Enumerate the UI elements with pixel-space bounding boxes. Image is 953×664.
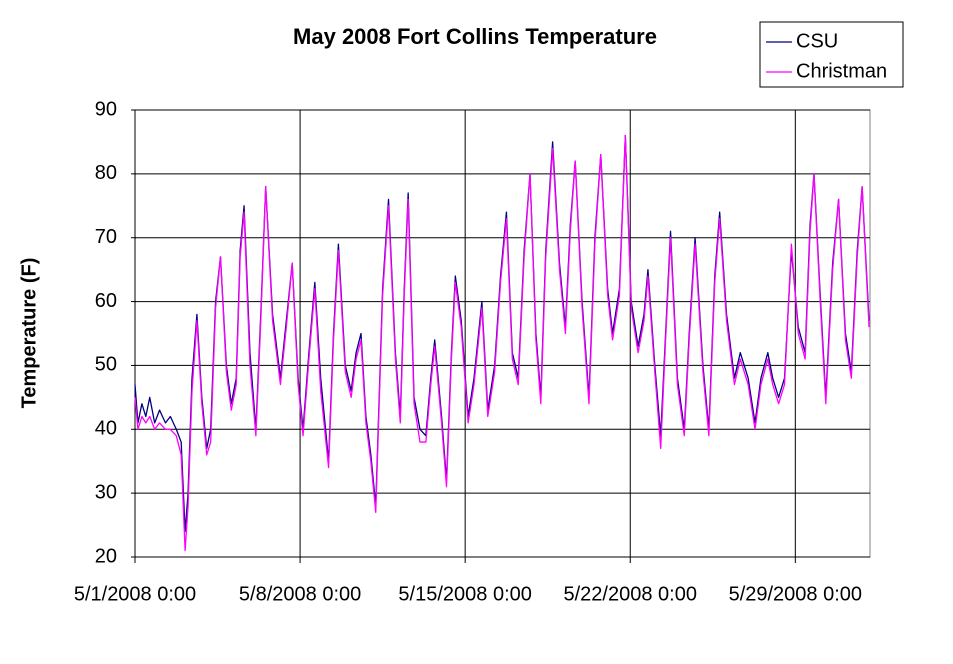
legend-box xyxy=(759,21,904,88)
plot-area xyxy=(134,109,871,558)
legend-label: Christman xyxy=(796,60,887,82)
y-tick-label: 20 xyxy=(95,545,117,567)
y-tick-label: 40 xyxy=(95,418,117,440)
legend-label: CSU xyxy=(796,30,838,52)
x-tick-label: 5/29/2008 0:00 xyxy=(729,583,862,605)
y-tick-label: 90 xyxy=(95,98,117,120)
y-tick-label: 70 xyxy=(95,226,117,248)
x-tick-label: 5/1/2008 0:00 xyxy=(74,583,196,605)
series-line xyxy=(134,134,870,552)
y-tick-label: 80 xyxy=(95,162,117,184)
y-tick-label: 30 xyxy=(95,481,117,503)
y-axis-label: Temperature (F) xyxy=(18,258,40,409)
x-tick-label: 5/15/2008 0:00 xyxy=(398,583,531,605)
y-tick-label: 60 xyxy=(95,290,117,312)
x-tick-label: 5/22/2008 0:00 xyxy=(564,583,697,605)
x-tick-label: 5/8/2008 0:00 xyxy=(239,583,361,605)
chart-title: May 2008 Fort Collins Temperature xyxy=(293,24,657,49)
series-line xyxy=(134,134,870,533)
y-tick-label: 50 xyxy=(95,354,117,376)
